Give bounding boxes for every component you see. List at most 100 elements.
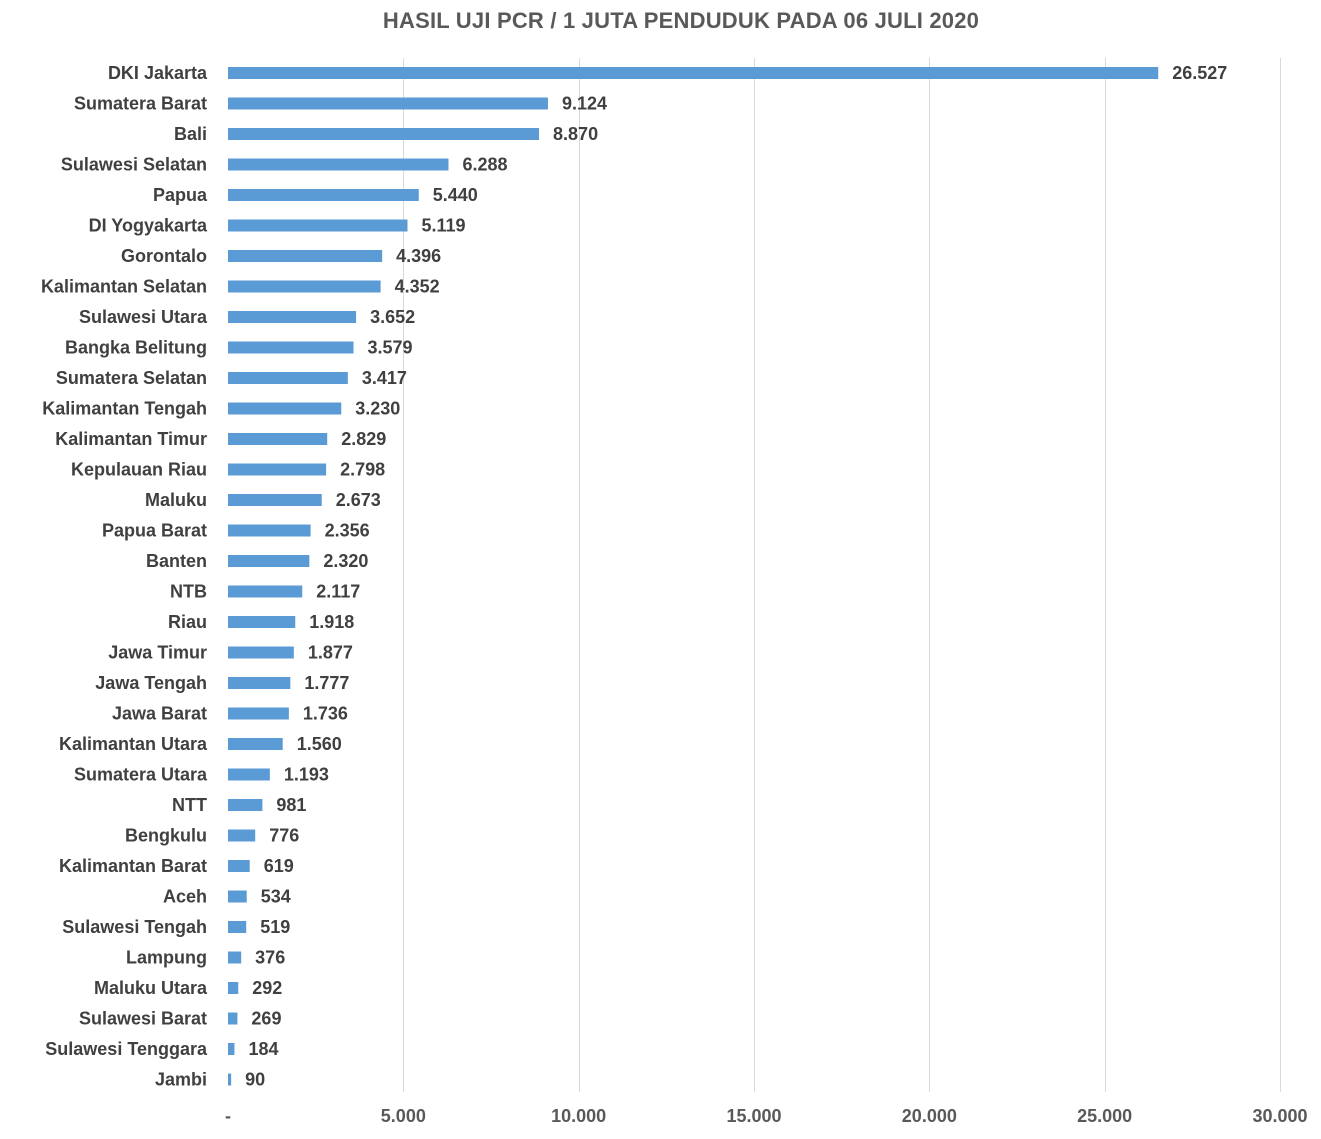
value-label: 4.396 — [396, 246, 441, 266]
category-label: Papua — [153, 185, 208, 205]
value-label: 292 — [252, 978, 282, 998]
bar — [228, 951, 242, 964]
category-label: Maluku — [145, 490, 207, 510]
category-label: NTB — [170, 582, 207, 602]
category-label: Jawa Barat — [112, 704, 207, 724]
category-label: NTT — [172, 795, 207, 815]
value-label: 1.736 — [303, 704, 348, 724]
bar — [228, 433, 328, 445]
x-tick-label: 10.000 — [551, 1106, 606, 1126]
value-labels: 26.527 9.124 8.870 6.288 5.440 5.119 4.396 4.35… — [245, 63, 1227, 1090]
bar — [228, 128, 540, 140]
bar — [228, 677, 291, 689]
category-label: Sumatera Utara — [74, 765, 208, 785]
category-label: Sumatera Selatan — [56, 368, 207, 388]
value-label: 4.352 — [395, 277, 440, 297]
category-label: Papua Barat — [102, 521, 207, 541]
category-label: Maluku Utara — [94, 978, 208, 998]
category-label: Jawa Timur — [108, 643, 207, 663]
value-label: 376 — [255, 948, 285, 968]
value-label: 3.230 — [355, 399, 400, 419]
bar — [228, 311, 357, 323]
bar — [228, 799, 263, 811]
value-label: 1.777 — [304, 673, 349, 693]
bar — [228, 494, 322, 506]
category-label: Sulawesi Selatan — [61, 155, 207, 175]
bar — [228, 707, 289, 720]
bar — [228, 646, 294, 659]
value-label: 26.527 — [1172, 63, 1227, 83]
bar — [228, 829, 256, 842]
x-tick-label: 15.000 — [726, 1106, 781, 1126]
chart-title: HASIL UJI PCR / 1 JUTA PENDUDUK PADA 06 … — [382, 8, 980, 33]
bar — [228, 1043, 235, 1055]
bar — [228, 738, 283, 750]
category-label: Kalimantan Barat — [59, 856, 207, 876]
value-label: 3.579 — [368, 338, 413, 358]
bar — [228, 463, 327, 476]
value-label: 1.193 — [284, 765, 329, 785]
value-label: 2.320 — [323, 551, 368, 571]
category-label: Bangka Belitung — [65, 338, 207, 358]
value-label: 90 — [245, 1070, 265, 1090]
category-label: Sulawesi Tengah — [62, 917, 207, 937]
bar — [228, 280, 381, 293]
bar — [228, 982, 239, 994]
bar — [228, 1012, 238, 1025]
bar — [228, 585, 303, 598]
value-label: 269 — [251, 1009, 281, 1029]
x-tick-label: 30.000 — [1252, 1106, 1307, 1126]
category-labels: DKI Jakarta Sumatera Barat Bali Sulawesi Se… — [41, 63, 208, 1090]
value-label: 8.870 — [553, 124, 598, 144]
x-axis-ticks: - 5.000 10.000 15.000 20.000 25.000 30.000 — [225, 1106, 1308, 1126]
value-label: 519 — [260, 917, 290, 937]
value-label: 1.918 — [309, 612, 354, 632]
x-tick-label: 5.000 — [381, 1106, 426, 1126]
value-label: 3.652 — [370, 307, 415, 327]
bar — [228, 1073, 232, 1086]
bars — [228, 67, 1159, 1086]
bar — [228, 250, 383, 262]
x-tick-label: 20.000 — [902, 1106, 957, 1126]
category-label: Jambi — [155, 1070, 207, 1090]
value-label: 5.440 — [433, 185, 478, 205]
category-label: Gorontalo — [121, 246, 207, 266]
value-label: 6.288 — [462, 155, 507, 175]
category-label: DKI Jakarta — [108, 63, 208, 83]
bar — [228, 372, 348, 384]
category-label: Kepulauan Riau — [71, 460, 207, 480]
category-label: Lampung — [126, 948, 207, 968]
category-label: Kalimantan Utara — [59, 734, 208, 754]
bar — [228, 890, 247, 903]
bar — [228, 402, 342, 415]
category-label: Riau — [168, 612, 207, 632]
bar — [228, 921, 247, 933]
value-label: 1.560 — [297, 734, 342, 754]
bar — [228, 67, 1159, 79]
category-label: Kalimantan Selatan — [41, 277, 207, 297]
value-label: 9.124 — [562, 94, 607, 114]
category-label: Sulawesi Utara — [79, 307, 208, 327]
category-label: Bali — [174, 124, 207, 144]
value-label: 5.119 — [422, 216, 466, 236]
category-label: Jawa Tengah — [95, 673, 207, 693]
value-label: 981 — [276, 795, 306, 815]
category-label: Kalimantan Tengah — [42, 399, 207, 419]
category-label: Sumatera Barat — [74, 94, 207, 114]
bar — [228, 768, 270, 781]
x-tick-label: 25.000 — [1077, 1106, 1132, 1126]
category-label: Aceh — [163, 887, 207, 907]
bar — [228, 860, 250, 872]
bar — [228, 616, 296, 628]
value-label: 2.356 — [325, 521, 370, 541]
value-label: 1.877 — [308, 643, 353, 663]
value-label: 776 — [269, 826, 299, 846]
bar — [228, 555, 310, 567]
value-label: 2.829 — [341, 429, 386, 449]
value-label: 3.417 — [362, 368, 407, 388]
value-label: 184 — [248, 1039, 278, 1059]
value-label: 534 — [261, 887, 291, 907]
category-label: DI Yogyakarta — [89, 216, 208, 236]
